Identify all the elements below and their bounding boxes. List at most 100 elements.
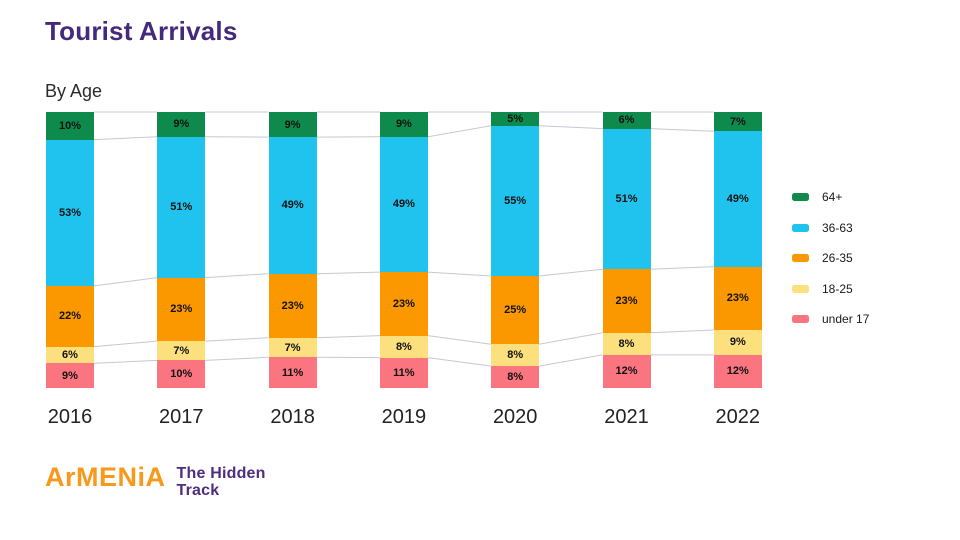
bar-segment-value: 7% [173,344,190,357]
legend-label: 64+ [822,190,843,205]
connector-line [427,125,492,138]
bar-segment-value: 23% [726,292,749,305]
bar-segment-value: 23% [392,297,415,310]
x-axis-label-2019: 2019 [381,406,427,428]
bar-segment-2022-36-63: 49% [713,131,762,267]
bar-segment-2021-64+: 6% [602,112,651,129]
bar-segment-2018-36-63: 49% [268,137,317,274]
bar-segment-value: 6% [62,348,78,361]
bar-segment-value: 10% [170,368,193,381]
legend-item-64+: 64+ [792,182,869,213]
connector-line [650,128,714,132]
bar-segment-value: 6% [618,114,635,127]
logo-tagline-line1: The Hidden [176,465,266,482]
x-axis-label-2016: 2016 [47,406,93,428]
x-axis-label-2018: 2018 [270,406,315,428]
legend: 64+ 36-63 26-35 18-25 under 17 [792,182,869,335]
legend-swatch-icon [792,193,809,202]
connector-line [539,125,603,130]
bar-segment-value: 7% [729,115,746,128]
x-axis-label-2020: 2020 [492,406,538,428]
connector-line [650,266,714,270]
bar-segment-2017-under 17: 10% [157,360,206,388]
footer-logo: ArMENiA The Hidden Track [45,462,266,499]
connector-line [316,271,380,275]
legend-swatch-icon [792,315,809,324]
bar-segment-2017-64+: 9% [157,112,206,137]
legend-item-26-35: 26-35 [792,243,869,274]
connector-line [427,335,492,345]
connector-line [316,335,380,339]
bar-segment-value: 49% [726,192,749,205]
armenia-brand-logo: ArMENiA [45,462,166,492]
bar-segment-value: 55% [504,194,527,207]
bar-segment-value: 9% [62,369,78,382]
connector-line [205,273,269,279]
bar-segment-value: 10% [58,119,82,132]
bar-segment-value: 8% [507,371,524,384]
bar-segment-2016-26-35: 22% [46,285,94,347]
bar-segment-value: 12% [615,365,638,378]
bar-segment-value: 25% [504,304,527,317]
bar-segment-2018-26-35: 23% [268,273,317,338]
bar-segment-2019-36-63: 49% [379,136,428,273]
bar-segment-value: 8% [507,349,524,362]
bar-segment-2020-under 17: 8% [491,366,540,388]
bar-segment-value: 53% [58,206,82,219]
legend-label: 18-25 [822,281,853,296]
bar-segment-2019-under 17: 11% [379,357,428,388]
bar-segment-2016-64+: 10% [46,112,94,140]
connector-line [427,271,492,277]
bar-segment-value: 9% [284,118,301,131]
bar-segment-2021-under 17: 12% [602,354,651,388]
bar-segment-2022-under 17: 12% [713,354,762,388]
logo-tagline-line2: Track [176,481,220,499]
bar-segment-2021-36-63: 51% [602,128,651,270]
connector-line [93,359,158,364]
connector-line [539,268,603,277]
bar-segment-2016-under 17: 9% [46,363,94,388]
bar-segment-2020-26-35: 25% [491,275,540,345]
bar-segment-2022-26-35: 23% [713,266,762,331]
bar-segment-value: 7% [284,341,301,354]
legend-item-under 17: under 17 [792,304,869,335]
bar-segment-2020-18-25: 8% [491,344,540,367]
connector-line [539,332,603,345]
bar-segment-2018-under 17: 11% [268,357,317,388]
bar-segment-2020-64+: 5% [491,112,540,126]
bar-segment-2022-64+: 7% [713,112,762,132]
legend-label: under 17 [822,312,870,327]
bar-segment-2017-26-35: 23% [157,277,206,342]
bar-segment-2022-18-25: 9% [713,330,762,355]
bar-segment-value: 49% [392,198,415,211]
bar-segment-value: 9% [729,336,746,349]
page-title: Tourist Arrivals [45,16,238,46]
connector-line [93,136,158,141]
connector-line [427,357,492,367]
bar-segment-2016-18-25: 6% [46,346,94,364]
bar-segment-value: 23% [615,295,638,308]
bar-segment-value: 23% [281,299,304,312]
bar-segment-value: 51% [615,192,638,205]
bar-segment-2021-18-25: 8% [602,332,651,355]
connector-line [650,329,714,334]
bar-segment-2016-36-63: 53% [46,139,94,286]
legend-item-36-63: 36-63 [792,213,869,244]
bar-segment-value: 23% [170,303,193,316]
legend-swatch-icon [792,284,809,293]
bar-segment-2021-26-35: 23% [602,269,651,333]
logo-tagline: The Hidden Track [176,465,266,499]
bar-segment-value: 5% [507,112,524,125]
bar-segment-2019-18-25: 8% [379,335,428,358]
bar-segment-value: 51% [170,201,193,214]
x-axis-label-2021: 2021 [604,406,649,428]
bar-segment-2020-36-63: 55% [491,125,540,276]
legend-swatch-icon [792,254,809,263]
x-axis-label-2022: 2022 [715,406,761,428]
bar-segment-2018-18-25: 7% [268,337,317,358]
chart-subtitle: By Age [45,81,103,101]
legend-label: 26-35 [822,251,853,266]
bar-segment-2019-64+: 9% [379,112,428,137]
connector-line [205,356,269,361]
